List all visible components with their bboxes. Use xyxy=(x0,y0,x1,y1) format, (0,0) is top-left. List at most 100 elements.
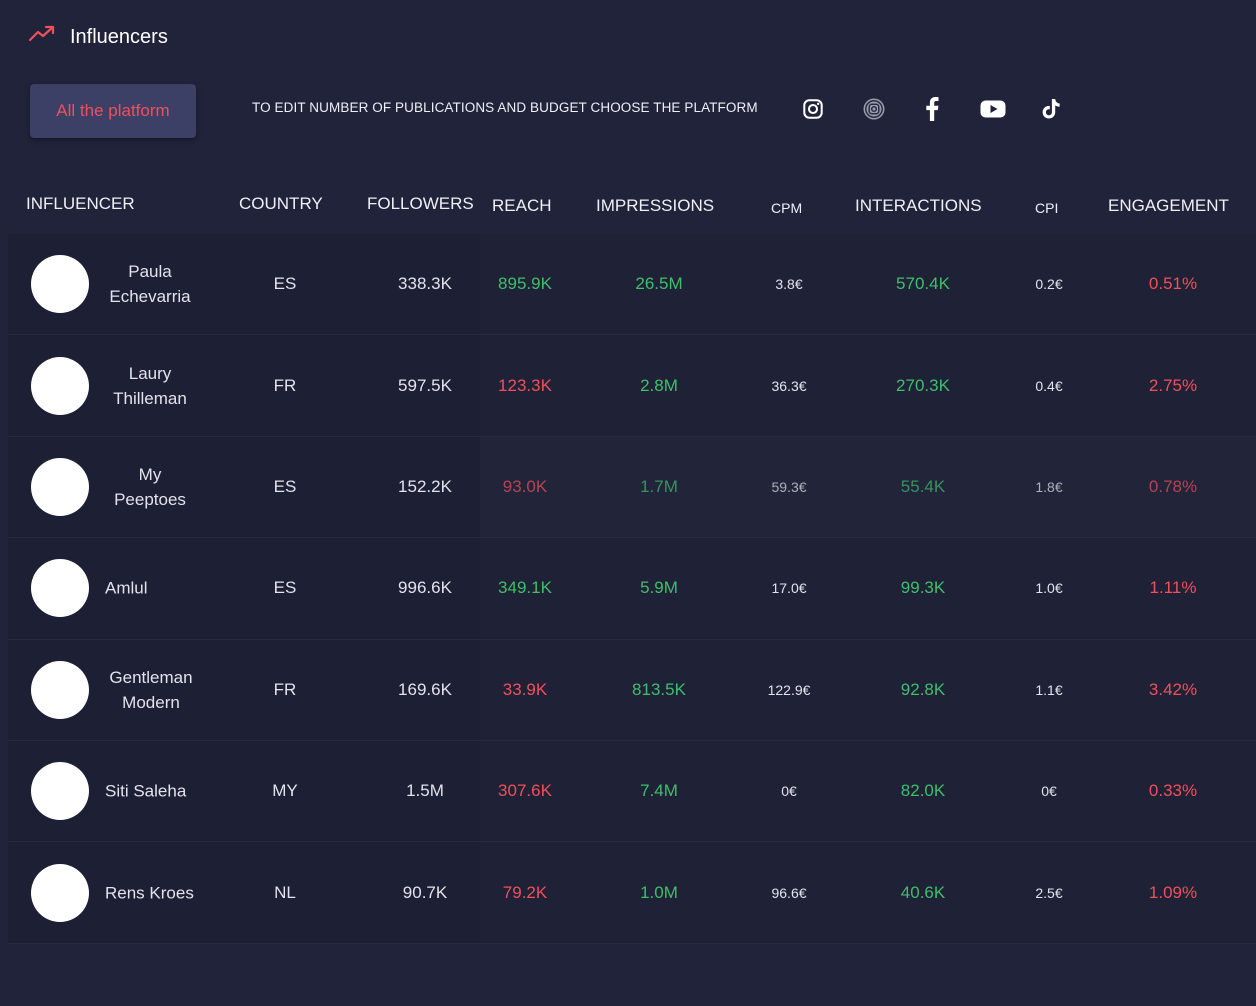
engagement-cell: 1.09% xyxy=(1148,882,1198,902)
engagement-cell: 2.75% xyxy=(1148,375,1198,395)
influencer-name[interactable]: Rens Kroes xyxy=(105,883,194,903)
column-header-cpm[interactable]: CPM xyxy=(771,200,803,216)
table-row[interactable]: Amlul ES 996.6K 349.1K 5.9M 17.0€ 99.3K … xyxy=(8,538,1256,640)
facebook-button[interactable] xyxy=(919,96,945,122)
followers-cell: 996.6K xyxy=(398,578,452,598)
tiktok-button[interactable] xyxy=(1038,96,1064,122)
cpi-cell: 1.8€ xyxy=(1035,478,1063,495)
table-row[interactable]: My Peeptoes ES 152.2K 93.0K 1.7M 59.3€ 5… xyxy=(8,436,1256,539)
interactions-cell: 99.3K xyxy=(900,578,946,598)
impressions-cell: 1.0M xyxy=(640,882,678,902)
engagement-cell: 0.33% xyxy=(1148,781,1198,801)
column-header-reach[interactable]: REACH xyxy=(492,196,552,215)
impressions-cell: 26.5M xyxy=(635,274,683,294)
reach-cell: 93.0K xyxy=(502,476,548,496)
cpi-cell: 1.0€ xyxy=(1035,580,1063,597)
table-row[interactable]: Siti Saleha MY 1.5M 307.6K 7.4M 0€ 82.0K… xyxy=(8,740,1256,843)
followers-cell: 1.5M xyxy=(406,781,444,801)
page-title: Influencers xyxy=(70,26,168,48)
cpm-cell: 36.3€ xyxy=(771,377,807,394)
tiktok-icon xyxy=(1042,99,1060,119)
followers-cell: 169.6K xyxy=(398,679,452,699)
cpi-cell: 0.2€ xyxy=(1035,276,1063,293)
followers-cell: 152.2K xyxy=(398,476,452,496)
country-cell: ES xyxy=(273,476,297,496)
column-header-engagement[interactable]: ENGAGEMENT xyxy=(1108,196,1229,215)
all-platforms-button[interactable]: All the platform xyxy=(30,84,196,138)
platform-notice: TO EDIT NUMBER OF PUBLICATIONS AND BUDGE… xyxy=(252,100,758,115)
cpm-cell: 96.6€ xyxy=(771,884,807,901)
table-body: Paula Echevarria ES 338.3K 895.9K 26.5M … xyxy=(8,234,1256,944)
influencers-table: INFLUENCER COUNTRY FOLLOWERS REACH IMPRE… xyxy=(8,172,1256,944)
avatar[interactable] xyxy=(31,457,89,516)
influencer-name[interactable]: Paula Echevarria xyxy=(109,262,191,307)
impressions-cell: 7.4M xyxy=(640,781,678,801)
cpm-cell: 122.9€ xyxy=(767,681,811,698)
avatar[interactable] xyxy=(31,863,89,922)
engagement-cell: 0.78% xyxy=(1148,476,1198,496)
cpi-cell: 1.1€ xyxy=(1035,681,1063,698)
reach-cell: 307.6K xyxy=(498,781,552,801)
influencer-name[interactable]: Gentleman Modern xyxy=(109,667,193,712)
interactions-cell: 40.6K xyxy=(900,882,946,902)
reach-cell: 895.9K xyxy=(498,274,552,294)
cpi-cell: 2.5€ xyxy=(1035,884,1063,901)
country-cell: FR xyxy=(273,679,297,699)
avatar[interactable] xyxy=(31,356,89,415)
influencer-name[interactable]: Laury Thilleman xyxy=(113,363,187,408)
threads-button[interactable] xyxy=(861,96,887,122)
reach-cell: 33.9K xyxy=(502,679,548,699)
table-header: INFLUENCER COUNTRY FOLLOWERS REACH IMPRE… xyxy=(8,172,1256,234)
avatar[interactable] xyxy=(31,255,89,314)
cpi-cell: 0.4€ xyxy=(1035,377,1063,394)
country-cell: NL xyxy=(274,882,296,902)
threads-icon xyxy=(863,98,885,120)
column-header-cpi[interactable]: CPI xyxy=(1035,200,1059,216)
avatar[interactable] xyxy=(31,762,89,821)
reach-cell: 349.1K xyxy=(498,578,552,598)
followers-cell: 597.5K xyxy=(398,375,452,395)
column-header-impressions[interactable]: IMPRESSIONS xyxy=(596,196,715,215)
column-header-influencer[interactable]: INFLUENCER xyxy=(26,194,135,213)
influencer-name[interactable]: Siti Saleha xyxy=(105,781,187,801)
facebook-icon xyxy=(926,97,939,121)
table-row[interactable]: Laury Thilleman FR 597.5K 123.3K 2.8M 36… xyxy=(8,335,1256,437)
cpm-cell: 3.8€ xyxy=(775,276,803,293)
engagement-cell: 0.51% xyxy=(1148,274,1198,294)
impressions-cell: 813.5K xyxy=(632,679,686,699)
avatar[interactable] xyxy=(31,559,89,618)
engagement-cell: 1.11% xyxy=(1149,578,1197,598)
instagram-button[interactable] xyxy=(800,96,826,122)
table-row[interactable]: Rens Kroes NL 90.7K 79.2K 1.0M 96.6€ 40.… xyxy=(8,842,1256,944)
column-header-country[interactable]: COUNTRY xyxy=(239,194,323,213)
youtube-button[interactable] xyxy=(980,96,1006,122)
interactions-cell: 55.4K xyxy=(900,476,946,496)
section-header: Influencers xyxy=(28,25,168,49)
country-cell: FR xyxy=(273,375,297,395)
country-cell: MY xyxy=(272,781,298,801)
impressions-cell: 5.9M xyxy=(640,578,678,598)
table-row[interactable]: Paula Echevarria ES 338.3K 895.9K 26.5M … xyxy=(8,234,1256,336)
engagement-cell: 3.42% xyxy=(1148,679,1198,699)
influencer-name[interactable]: Amlul xyxy=(105,578,148,598)
interactions-cell: 570.4K xyxy=(896,274,950,294)
interactions-cell: 92.8K xyxy=(900,679,946,699)
interactions-cell: 270.3K xyxy=(896,375,950,395)
followers-cell: 90.7K xyxy=(402,882,448,902)
interactions-cell: 82.0K xyxy=(900,781,946,801)
cpm-cell: 0€ xyxy=(781,783,797,800)
column-header-interactions[interactable]: INTERACTIONS xyxy=(855,196,982,215)
cpm-cell: 59.3€ xyxy=(771,478,807,495)
instagram-icon xyxy=(803,99,823,119)
cpi-cell: 0€ xyxy=(1041,783,1057,800)
avatar[interactable] xyxy=(31,660,89,719)
influencer-name[interactable]: My Peeptoes xyxy=(114,464,186,509)
table-row[interactable]: Gentleman Modern FR 169.6K 33.9K 813.5K … xyxy=(8,639,1256,741)
cpm-cell: 17.0€ xyxy=(771,580,807,597)
column-header-followers[interactable]: FOLLOWERS xyxy=(367,194,474,213)
youtube-icon xyxy=(980,100,1006,118)
impressions-cell: 1.7M xyxy=(640,476,678,496)
country-cell: ES xyxy=(273,578,297,598)
followers-cell: 338.3K xyxy=(398,274,452,294)
